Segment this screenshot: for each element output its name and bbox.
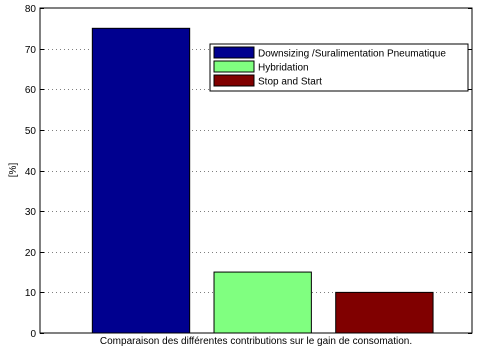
y-tick-label: 0: [30, 329, 36, 340]
x-axis-label: Comparaison des différentes contribution…: [100, 336, 412, 347]
y-tick-label: 20: [25, 248, 37, 259]
y-tick-label: 60: [25, 85, 37, 96]
y-tick-label: 50: [25, 126, 37, 137]
y-tick-label: 80: [25, 4, 37, 15]
y-tick-label: 30: [25, 207, 37, 218]
y-tick-label: 10: [25, 288, 37, 299]
y-tick-label: 40: [25, 167, 37, 178]
legend-entry-2: Hybridation: [258, 63, 309, 74]
legend-swatch-3: [213, 74, 255, 87]
legend: Downsizing /Suralimentation Pneumatique H…: [209, 43, 469, 92]
legend-swatch-2: [213, 60, 255, 73]
legend-swatch-1: [213, 46, 255, 59]
y-tick-label: 70: [25, 45, 37, 56]
bar-3: [335, 291, 434, 334]
plot-frame: [39, 7, 473, 334]
legend-entry-1: Downsizing /Suralimentation Pneumatique: [258, 49, 446, 60]
legend-entry-3: Stop and Start: [258, 77, 322, 88]
y-axis-ticks: 0 10 20 30 40 50 60 70 80: [25, 4, 472, 340]
y-axis-label: [%]: [8, 163, 19, 178]
bar-2: [213, 271, 312, 334]
bar-1: [91, 27, 191, 334]
